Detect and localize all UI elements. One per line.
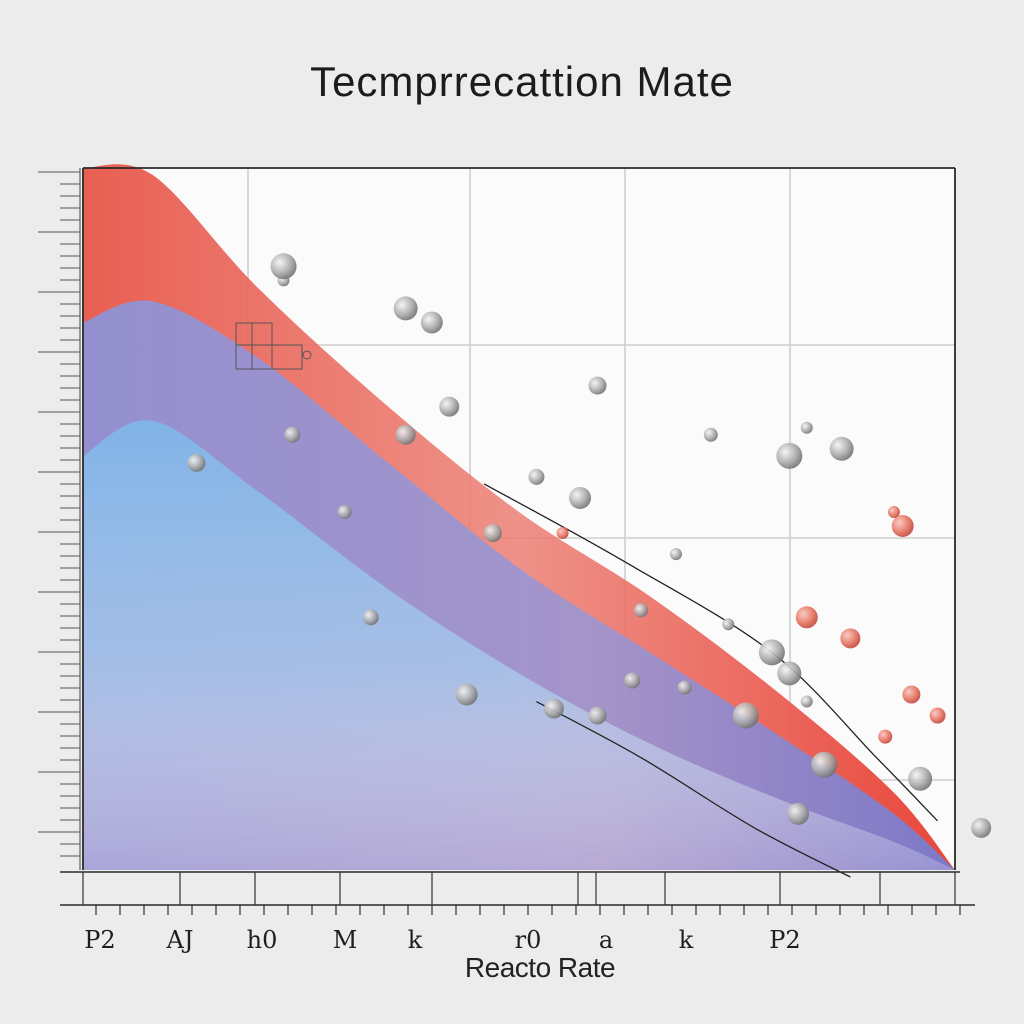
inset-box [235,322,312,370]
particle-gray [624,672,641,689]
particle-gray [270,253,297,280]
particle-gray [732,702,759,729]
particle-gray [787,802,810,825]
particle-red [878,729,893,744]
particle-gray [393,296,418,321]
plot-frame [82,167,956,870]
x-axis [60,871,975,906]
particle-gray [588,706,607,725]
particle-gray [420,311,443,334]
x-tick-label: k [408,926,423,954]
particle-gray [776,442,803,469]
particle-red [891,515,914,538]
particle-gray [634,603,649,618]
particle-gray [337,504,352,519]
particle-red [840,628,861,649]
particle-gray [588,376,607,395]
particle-gray [284,426,301,443]
y-axis-ruler [38,168,81,870]
x-tick-label: M [333,926,358,954]
particle-gray [971,817,992,838]
particle-gray [908,766,933,791]
series-area-blue [83,420,955,870]
particle-red [929,707,946,724]
x-tick-label: P2 [84,926,115,954]
series-layer [83,164,955,870]
particle-gray [777,661,802,686]
chart-title: Tecmprrecattion Mate [310,58,734,105]
particle-gray [677,680,692,695]
particle-gray [187,453,206,472]
particle-gray [722,618,735,631]
x-tick-label: r0 [515,926,542,954]
particle-gray [758,639,785,666]
x-tick-label: h0 [247,926,278,954]
particle-gray [362,609,379,626]
x-tick-label: AJ [166,926,194,954]
particle-gray [528,468,545,485]
x-axis-title: Reacto Rate [464,952,616,983]
particle-gray [829,436,854,461]
particle-gray [800,695,813,708]
particle-gray [569,486,592,509]
particle-gray [455,683,478,706]
particle-gray [800,421,813,434]
particle-gray [669,548,682,561]
particle-red [887,505,900,518]
particle-red [902,685,921,704]
particle-gray [543,698,564,719]
particle-gray [703,427,718,442]
x-tick-label: a [599,926,613,954]
trend-line [536,700,851,878]
particle-red [795,606,818,629]
x-tick-label: k [679,926,694,954]
particle-gray [811,751,838,778]
particle-layer [187,253,992,838]
particle-gray [395,424,416,445]
x-tick-label: P2 [769,926,800,954]
particle-gray [439,396,460,417]
x-axis-ticks [82,872,961,915]
particle-gray [483,524,502,543]
particle-red [556,527,569,540]
